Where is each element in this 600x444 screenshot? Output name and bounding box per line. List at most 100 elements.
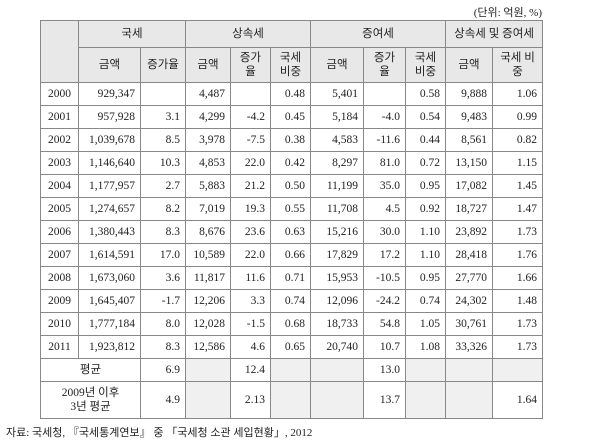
- value-cell: 1.15: [492, 151, 544, 175]
- value-cell: 1,614,591: [78, 243, 141, 267]
- column-header: 금액: [78, 47, 141, 83]
- value-cell: 0.72: [405, 151, 447, 175]
- value-cell: 15,216: [310, 220, 365, 244]
- value-cell: 0.50: [270, 174, 312, 198]
- summary-label: 2009년 이후 3년 평균: [40, 381, 141, 419]
- column-header: 금액: [310, 47, 365, 83]
- value-cell: 24,302: [445, 289, 494, 313]
- year-cell: 2004: [40, 174, 79, 198]
- value-cell: 0.38: [270, 128, 312, 152]
- value-cell: 8.5: [139, 128, 187, 152]
- value-cell: 17.2: [363, 243, 407, 267]
- value-cell: 5,883: [185, 174, 232, 198]
- summary-cell: [492, 358, 544, 382]
- value-cell: 8,561: [445, 128, 494, 152]
- data-row: 2008 1,673,060 3.6 11,817 11.6 0.71 15,953 -10.…: [40, 266, 544, 290]
- value-cell: -11.6: [363, 128, 407, 152]
- value-cell: 17.0: [139, 243, 187, 267]
- table-head: 국세 상속세 증여세 상속세 및 증여세 금액 증가율 금액 증가율 국세 비중 금액 증가율 국세…: [40, 20, 544, 83]
- value-cell: 4,583: [310, 128, 365, 152]
- data-row: 2006 1,380,443 8.3 8,676 23.6 0.63 15,216 30.0 1…: [40, 220, 544, 244]
- data-row: 2007 1,614,591 17.0 10,589 22.0 0.66 17,829 17.…: [40, 243, 544, 267]
- value-cell: -1.5: [230, 312, 272, 336]
- value-cell: 4.5: [363, 197, 407, 221]
- value-cell: 13,150: [445, 151, 494, 175]
- value-cell: 1.73: [492, 335, 544, 359]
- group-header: 상속세 및 증여세: [445, 20, 544, 48]
- summary-label: 평균: [40, 358, 141, 382]
- value-cell: 1.48: [492, 289, 544, 313]
- value-cell: 9,483: [445, 105, 494, 129]
- summary-cell: [310, 381, 365, 419]
- value-cell: 4,853: [185, 151, 232, 175]
- value-cell: 2.7: [139, 174, 187, 198]
- group-header: 상속세: [185, 20, 312, 48]
- value-cell: 1,146,640: [78, 151, 141, 175]
- summary-cell: [270, 358, 312, 382]
- value-cell: 0.58: [405, 82, 447, 106]
- value-cell: -1.7: [139, 289, 187, 313]
- year-cell: 2008: [40, 266, 79, 290]
- year-cell: 2010: [40, 312, 79, 336]
- value-cell: 3.3: [230, 289, 272, 313]
- year-cell: 2001: [40, 105, 79, 129]
- value-cell: 7,019: [185, 197, 232, 221]
- value-cell: 30,761: [445, 312, 494, 336]
- value-cell: 8.2: [139, 197, 187, 221]
- value-cell: 3.6: [139, 266, 187, 290]
- value-cell: 8.3: [139, 335, 187, 359]
- header-row: 국세 상속세 증여세 상속세 및 증여세: [40, 20, 544, 83]
- value-cell: 20,740: [310, 335, 365, 359]
- value-cell: 17,829: [310, 243, 365, 267]
- column-header: 금액: [185, 47, 232, 83]
- value-cell: 8,297: [310, 151, 365, 175]
- summary-cell: 13.0: [363, 358, 407, 382]
- value-cell: [363, 82, 407, 106]
- value-cell: 1.66: [492, 266, 544, 290]
- summary-cell: [405, 381, 447, 419]
- value-cell: 4,487: [185, 82, 232, 106]
- value-cell: 15,953: [310, 266, 365, 290]
- value-cell: 54.8: [363, 312, 407, 336]
- column-header: 증가율: [230, 47, 272, 83]
- value-cell: 1.10: [405, 220, 447, 244]
- corner-cell: [40, 20, 79, 83]
- column-header: 국세 비중: [405, 47, 447, 83]
- value-cell: 10,589: [185, 243, 232, 267]
- table-body: 2000 929,347 4,487 0.48 5,401 0.58 9,888 1.06 20…: [40, 82, 544, 419]
- data-row: 2004 1,177,957 2.7 5,883 21.2 0.50 11,199 35.0 0…: [40, 174, 544, 198]
- value-cell: 12,586: [185, 335, 232, 359]
- value-cell: 8,676: [185, 220, 232, 244]
- summary-row: 2009년 이후 3년 평균 4.9 2.13 13.7 1.64: [40, 381, 544, 419]
- summary-cell: [310, 358, 365, 382]
- year-cell: 2006: [40, 220, 79, 244]
- value-cell: 0.74: [270, 289, 312, 313]
- value-cell: 929,347: [78, 82, 141, 106]
- value-cell: 1,673,060: [78, 266, 141, 290]
- value-cell: -10.5: [363, 266, 407, 290]
- value-cell: 0.44: [405, 128, 447, 152]
- summary-cell: 13.7: [363, 381, 407, 419]
- value-cell: -4.2: [230, 105, 272, 129]
- summary-row: 평균 6.9 12.4 13.0: [40, 358, 544, 382]
- year-cell: 2000: [40, 82, 79, 106]
- value-cell: 5,401: [310, 82, 365, 106]
- year-cell: 2007: [40, 243, 79, 267]
- value-cell: 17,082: [445, 174, 494, 198]
- column-header: 증가율: [139, 47, 187, 83]
- value-cell: 1.06: [492, 82, 544, 106]
- column-header: 국세 비중: [492, 47, 544, 83]
- summary-cell: [445, 381, 494, 419]
- value-cell: 9,888: [445, 82, 494, 106]
- summary-cell: 4.9: [139, 381, 187, 419]
- value-cell: 1.73: [492, 312, 544, 336]
- year-cell: 2003: [40, 151, 79, 175]
- value-cell: -7.5: [230, 128, 272, 152]
- column-header: 금액: [445, 47, 494, 83]
- value-cell: 957,928: [78, 105, 141, 129]
- value-cell: 8.0: [139, 312, 187, 336]
- value-cell: 35.0: [363, 174, 407, 198]
- value-cell: 33,326: [445, 335, 494, 359]
